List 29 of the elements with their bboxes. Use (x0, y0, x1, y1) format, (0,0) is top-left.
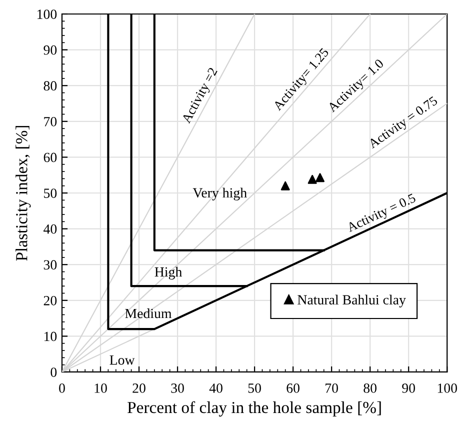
y-tick-label: 0 (50, 368, 57, 377)
x-tick-label: 50 (248, 384, 261, 393)
x-tick-label: 100 (438, 384, 457, 393)
annotation: Very high (192, 188, 247, 200)
x-tick-label: 90 (402, 384, 416, 393)
y-tick-label: 70 (44, 116, 57, 126)
x-tick-label: 0 (59, 384, 65, 393)
x-tick-label: 30 (171, 384, 184, 393)
y-tick-label: 90 (44, 45, 57, 55)
x-tick-label: 20 (132, 384, 146, 393)
x-tick-label: 70 (326, 384, 338, 393)
annotation: High (154, 266, 182, 280)
y-tick-label: 30 (44, 260, 57, 270)
x-tick-label: 40 (209, 384, 222, 393)
x-tick-label: 60 (286, 384, 300, 393)
y-tick-label: 100 (38, 10, 57, 19)
y-tick-label: 10 (44, 332, 57, 342)
y-tick-label: 40 (44, 224, 57, 234)
y-tick-label: 60 (44, 152, 57, 162)
y-axis-title: Plasticity index, [%] (16, 126, 31, 261)
annotation: Low (110, 355, 135, 365)
annotation: Medium (125, 308, 172, 318)
y-tick-label: 80 (44, 81, 57, 91)
x-axis-title: Percent of clay in the hole sample [%] (128, 401, 381, 417)
y-tick-label: 50 (44, 188, 57, 198)
y-tick-label: 20 (44, 296, 57, 306)
x-tick-label: 10 (94, 384, 107, 393)
x-tick-label: 80 (364, 384, 376, 393)
legend-label: Natural Bahlui clay (298, 294, 406, 308)
